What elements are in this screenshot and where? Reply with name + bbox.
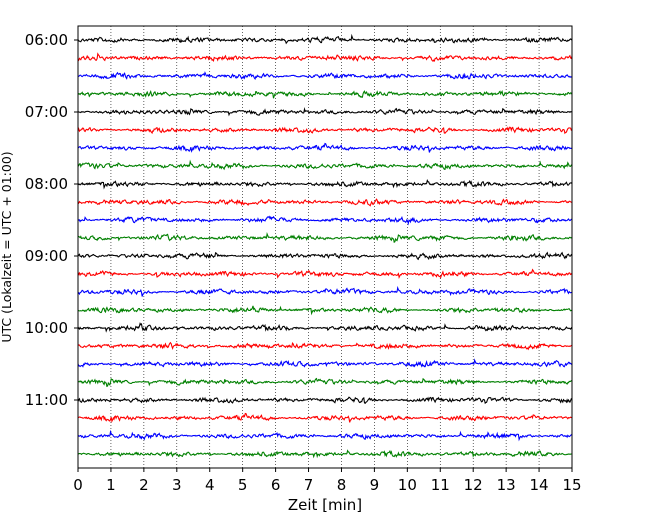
x-tick-label: 5 bbox=[238, 476, 248, 494]
trace-1045 bbox=[77, 377, 573, 388]
x-axis: 0 1 2 3 4 5 6 7 8 9 10 11 12 13 14 15 bbox=[73, 468, 582, 494]
x-tick-label: 14 bbox=[530, 476, 549, 494]
x-tick-label: 6 bbox=[271, 476, 281, 494]
trace-1030 bbox=[77, 358, 573, 368]
x-tick-label: 11 bbox=[431, 476, 450, 494]
trace-0930 bbox=[77, 285, 573, 297]
x-tick-label: 9 bbox=[370, 476, 380, 494]
trace-0815 bbox=[77, 198, 573, 207]
x-axis-label: Zeit [min] bbox=[288, 496, 362, 514]
trace-1100 bbox=[77, 396, 573, 405]
trace-0800 bbox=[77, 179, 573, 190]
y-tick-label: 06:00 bbox=[25, 31, 68, 49]
trace-1115 bbox=[77, 412, 573, 423]
trace-0730 bbox=[77, 142, 573, 153]
x-tick-label: 10 bbox=[398, 476, 417, 494]
trace-0945 bbox=[77, 305, 573, 316]
trace-0700 bbox=[77, 106, 573, 117]
trace-0900 bbox=[77, 251, 573, 261]
traces bbox=[77, 33, 573, 459]
y-tick-label: 08:00 bbox=[25, 175, 68, 193]
trace-0745 bbox=[77, 159, 573, 171]
x-tick-label: 0 bbox=[73, 476, 83, 494]
x-tick-label: 15 bbox=[562, 476, 581, 494]
trace-0600 bbox=[77, 33, 573, 45]
trace-1130 bbox=[77, 429, 573, 442]
x-tick-label: 12 bbox=[464, 476, 483, 494]
x-tick-label: 8 bbox=[337, 476, 347, 494]
x-tick-label: 13 bbox=[497, 476, 516, 494]
x-tick-label: 7 bbox=[304, 476, 314, 494]
x-tick-label: 1 bbox=[106, 476, 116, 494]
x-tick-label: 4 bbox=[205, 476, 215, 494]
y-tick-label: 09:00 bbox=[25, 247, 68, 265]
y-tick-label: 07:00 bbox=[25, 103, 68, 121]
plot-frame bbox=[77, 25, 573, 469]
y-axis: 06:00 07:00 08:00 09:00 10:00 11:00 bbox=[25, 31, 78, 409]
y-tick-label: 10:00 bbox=[25, 319, 68, 337]
x-tick-label: 2 bbox=[139, 476, 149, 494]
trace-0845 bbox=[77, 232, 573, 243]
trace-0715 bbox=[77, 126, 573, 135]
y-axis-label: UTC (Lokalzeit = UTC + 01:00) bbox=[0, 151, 14, 342]
trace-0630 bbox=[77, 71, 573, 80]
trace-0615 bbox=[77, 52, 573, 63]
trace-1015 bbox=[77, 341, 573, 351]
trace-1000 bbox=[77, 322, 573, 333]
trace-0915 bbox=[77, 268, 573, 280]
trace-1145 bbox=[77, 449, 572, 459]
x-tick-label: 3 bbox=[172, 476, 182, 494]
y-tick-label: 11:00 bbox=[25, 391, 68, 409]
trace-0645 bbox=[77, 89, 573, 99]
trace-0830 bbox=[77, 215, 573, 226]
